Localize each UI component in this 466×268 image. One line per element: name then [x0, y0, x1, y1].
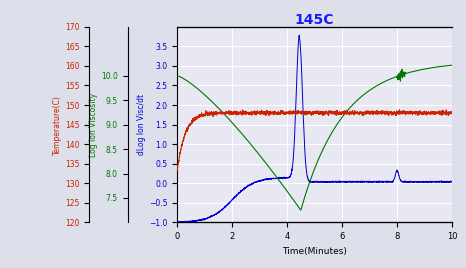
Y-axis label: Log Ion Viscosity: Log Ion Viscosity	[89, 92, 98, 157]
Y-axis label: dLog Ion Visc/dt: dLog Ion Visc/dt	[137, 94, 146, 155]
Y-axis label: Temperature(C): Temperature(C)	[53, 95, 62, 155]
X-axis label: Time(Minutes): Time(Minutes)	[282, 247, 347, 256]
Title: 145C: 145C	[295, 13, 334, 27]
